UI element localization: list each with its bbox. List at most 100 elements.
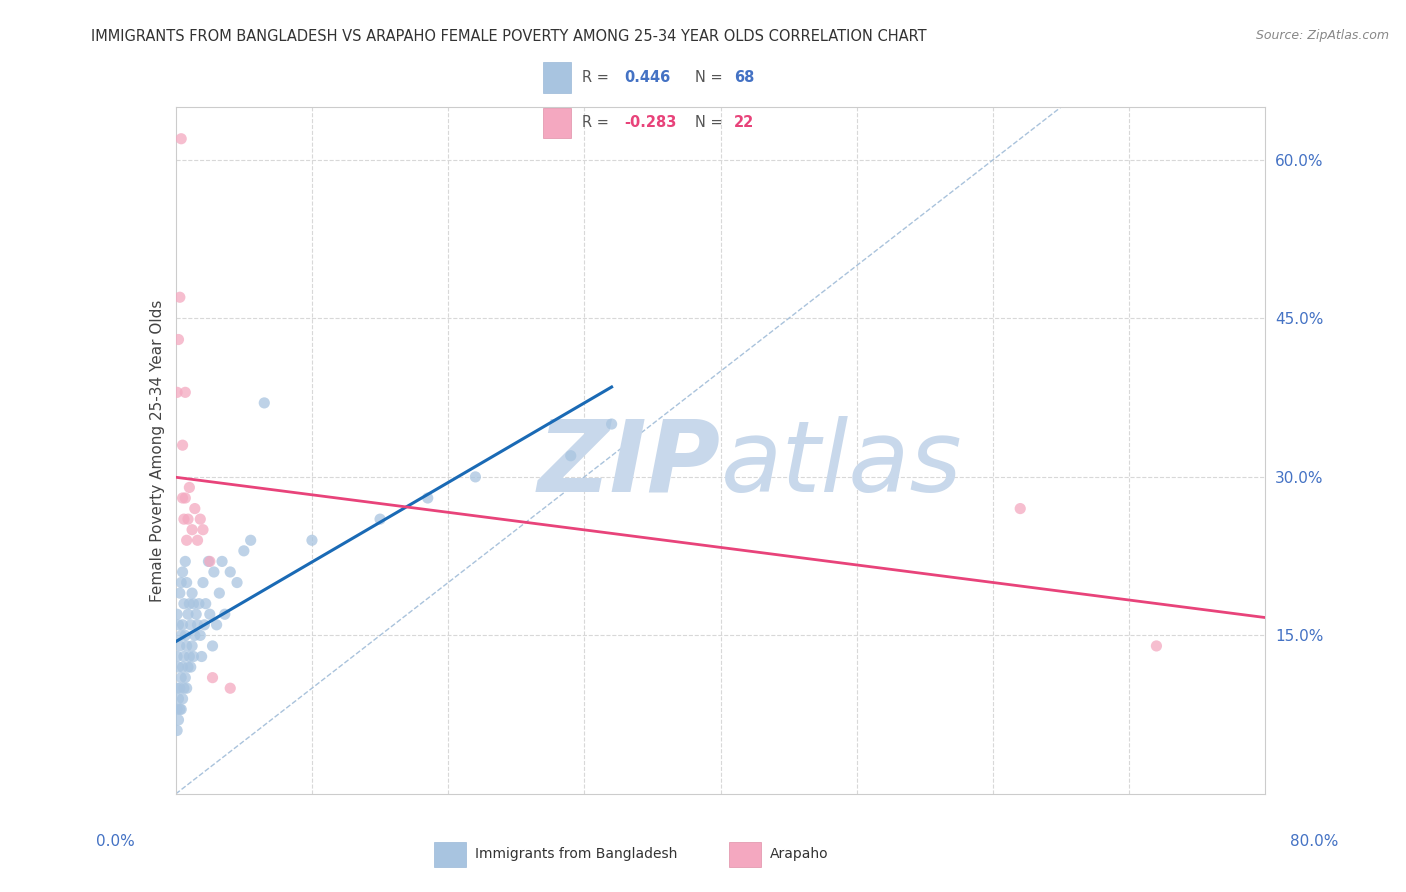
Point bbox=[191, 523, 214, 537]
Point bbox=[167, 617, 190, 632]
Point bbox=[1144, 639, 1167, 653]
Point bbox=[173, 512, 195, 526]
Point bbox=[176, 639, 198, 653]
Text: N =: N = bbox=[695, 70, 727, 86]
Point bbox=[166, 681, 188, 696]
Bar bbox=[728, 842, 762, 867]
Text: R =: R = bbox=[582, 70, 613, 86]
Point bbox=[169, 639, 191, 653]
Point bbox=[188, 512, 211, 526]
Point bbox=[177, 512, 200, 526]
Point bbox=[184, 628, 207, 642]
Point bbox=[167, 660, 190, 674]
Point bbox=[202, 565, 225, 579]
Point bbox=[173, 597, 195, 611]
Text: 0.446: 0.446 bbox=[624, 70, 671, 86]
Point bbox=[181, 586, 204, 600]
Point bbox=[170, 132, 193, 146]
Point bbox=[166, 385, 188, 400]
Point bbox=[166, 607, 188, 622]
Point bbox=[174, 628, 197, 642]
Point bbox=[239, 533, 262, 548]
Point bbox=[186, 607, 208, 622]
Point bbox=[167, 333, 190, 347]
Point bbox=[176, 533, 198, 548]
Point bbox=[208, 586, 231, 600]
Y-axis label: Female Poverty Among 25-34 Year Olds: Female Poverty Among 25-34 Year Olds bbox=[149, 300, 165, 601]
Point bbox=[169, 290, 191, 304]
Point bbox=[201, 671, 224, 685]
Point bbox=[174, 671, 197, 685]
Point bbox=[181, 523, 204, 537]
Point bbox=[416, 491, 439, 505]
Point bbox=[301, 533, 323, 548]
Point bbox=[167, 691, 190, 706]
Point bbox=[166, 702, 188, 716]
Point bbox=[169, 702, 191, 716]
Point bbox=[183, 597, 205, 611]
Point bbox=[464, 470, 486, 484]
Point bbox=[170, 628, 193, 642]
Point bbox=[368, 512, 391, 526]
Point bbox=[179, 597, 201, 611]
Point bbox=[181, 639, 204, 653]
Point bbox=[172, 491, 194, 505]
Point bbox=[166, 723, 188, 738]
Text: ZIP: ZIP bbox=[537, 416, 721, 513]
Point bbox=[179, 480, 201, 494]
Point bbox=[1010, 501, 1032, 516]
Point bbox=[188, 628, 211, 642]
Text: Source: ZipAtlas.com: Source: ZipAtlas.com bbox=[1256, 29, 1389, 42]
Point bbox=[180, 617, 202, 632]
Point bbox=[190, 649, 212, 664]
Text: N =: N = bbox=[695, 115, 727, 130]
Point bbox=[172, 438, 194, 452]
Text: 22: 22 bbox=[734, 115, 754, 130]
Point bbox=[176, 575, 198, 590]
Point bbox=[172, 565, 194, 579]
Point bbox=[193, 617, 215, 632]
Point bbox=[172, 617, 194, 632]
Point bbox=[174, 385, 197, 400]
Text: R =: R = bbox=[582, 115, 613, 130]
Point bbox=[169, 681, 191, 696]
Point bbox=[177, 607, 200, 622]
Bar bbox=[543, 62, 571, 93]
Point bbox=[174, 554, 197, 568]
Point bbox=[191, 575, 214, 590]
Point bbox=[183, 649, 205, 664]
Point bbox=[211, 554, 233, 568]
Point bbox=[201, 639, 224, 653]
Point bbox=[600, 417, 623, 431]
Point bbox=[166, 649, 188, 664]
Point bbox=[560, 449, 582, 463]
Point bbox=[172, 691, 194, 706]
Point bbox=[177, 660, 200, 674]
Point bbox=[170, 702, 193, 716]
Text: -0.283: -0.283 bbox=[624, 115, 676, 130]
Point bbox=[176, 681, 198, 696]
Text: Immigrants from Bangladesh: Immigrants from Bangladesh bbox=[475, 847, 678, 861]
Point bbox=[179, 649, 201, 664]
Point bbox=[187, 597, 209, 611]
Point bbox=[232, 544, 254, 558]
Point bbox=[253, 396, 276, 410]
Point bbox=[169, 586, 191, 600]
Point bbox=[214, 607, 236, 622]
Text: atlas: atlas bbox=[721, 416, 962, 513]
Text: 0.0%: 0.0% bbox=[96, 834, 135, 848]
Point bbox=[167, 713, 190, 727]
Point bbox=[186, 617, 209, 632]
Point bbox=[219, 565, 242, 579]
Point bbox=[219, 681, 242, 696]
Text: IMMIGRANTS FROM BANGLADESH VS ARAPAHO FEMALE POVERTY AMONG 25-34 YEAR OLDS CORRE: IMMIGRANTS FROM BANGLADESH VS ARAPAHO FE… bbox=[91, 29, 927, 44]
Text: 68: 68 bbox=[734, 70, 754, 86]
Point bbox=[194, 597, 217, 611]
Point bbox=[198, 554, 221, 568]
Point bbox=[186, 533, 209, 548]
Point bbox=[197, 554, 219, 568]
Point bbox=[170, 575, 193, 590]
Bar bbox=[543, 108, 571, 138]
Point bbox=[173, 681, 195, 696]
Point bbox=[205, 617, 228, 632]
